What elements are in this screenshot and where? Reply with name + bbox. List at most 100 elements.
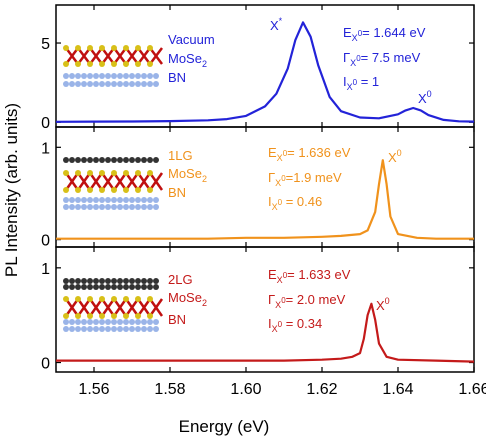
peak-label-part: X xyxy=(376,298,385,313)
layer-label: MoSe2 xyxy=(168,290,207,308)
se-atom xyxy=(147,45,153,51)
se-atom xyxy=(123,45,129,51)
bn-atom xyxy=(81,204,87,210)
se-atom xyxy=(147,187,153,193)
peak-parameter-part: =1.9 meV xyxy=(286,170,342,185)
graphene-atom xyxy=(111,278,117,284)
peak-parameter-part: X xyxy=(277,153,283,163)
bn-atom xyxy=(75,81,81,87)
bn-atom xyxy=(75,326,81,332)
graphene-atom xyxy=(69,278,75,284)
bn-atom xyxy=(123,73,129,79)
graphene-atom xyxy=(135,157,141,163)
bn-atom xyxy=(99,319,105,325)
graphene-atom xyxy=(99,284,105,290)
graphene-atom xyxy=(93,157,99,163)
peak-label-part: * xyxy=(279,16,283,26)
spectrum-line xyxy=(56,302,475,363)
bn-atom xyxy=(129,197,135,203)
layer-label-part: 2 xyxy=(202,59,207,69)
peak-parameter: IX0 = 1 xyxy=(343,74,379,92)
bn-atom xyxy=(111,326,117,332)
se-atom xyxy=(111,170,117,176)
graphene-atom xyxy=(153,284,159,290)
graphene-atom xyxy=(141,157,147,163)
graphene-atom xyxy=(63,157,69,163)
peak-parameter-part: E xyxy=(268,267,277,282)
layer-label-part: 2 xyxy=(202,174,207,184)
peak-parameter-part: X xyxy=(272,324,278,334)
y-tick-label: 1 xyxy=(41,261,50,278)
bn-atom xyxy=(147,197,153,203)
bn-atom xyxy=(99,204,105,210)
bn-atom xyxy=(141,197,147,203)
se-atom xyxy=(135,170,141,176)
bn-atom xyxy=(123,204,129,210)
bn-atom xyxy=(93,81,99,87)
se-atom xyxy=(135,313,141,319)
se-atom xyxy=(87,170,93,176)
peak-label-part: X xyxy=(270,18,279,33)
bn-atom xyxy=(93,197,99,203)
bn-atom xyxy=(99,73,105,79)
bn-atom xyxy=(129,319,135,325)
spectrum-line xyxy=(56,159,474,240)
se-atom xyxy=(75,187,81,193)
peak-parameter-part: X xyxy=(352,33,358,43)
se-atom xyxy=(75,313,81,319)
graphene-atom xyxy=(147,157,153,163)
bn-atom xyxy=(69,326,75,332)
se-atom xyxy=(75,170,81,176)
se-atom xyxy=(147,61,153,67)
graphene-atom xyxy=(87,157,93,163)
graphene-atom xyxy=(117,157,123,163)
se-atom xyxy=(111,45,117,51)
layer-label-part: MoSe xyxy=(168,166,202,181)
peak-parameter-part: = 1 xyxy=(357,74,379,89)
bn-atom xyxy=(105,204,111,210)
graphene-atom xyxy=(81,278,87,284)
se-atom xyxy=(123,296,129,302)
peak-parameter-part: Γ xyxy=(268,170,275,185)
peak-label-part: 0 xyxy=(385,296,390,306)
se-atom xyxy=(123,61,129,67)
peak-parameter-part: = 0.34 xyxy=(282,316,322,331)
se-atom xyxy=(99,313,105,319)
layer-label-part: MoSe xyxy=(168,290,202,305)
layer-label-part: BN xyxy=(168,185,186,200)
peak-parameter-part: 0 xyxy=(283,149,288,158)
bn-atom xyxy=(153,81,159,87)
graphene-atom xyxy=(111,284,117,290)
layer-label-part: MoSe xyxy=(168,51,202,66)
se-atom xyxy=(63,170,69,176)
bn-atom xyxy=(123,197,129,203)
se-atom xyxy=(111,187,117,193)
y-tick-label: 1 xyxy=(41,140,50,157)
bn-atom xyxy=(111,197,117,203)
bn-atom xyxy=(93,319,99,325)
se-atom xyxy=(123,170,129,176)
bn-atom xyxy=(141,204,147,210)
spectrum-line xyxy=(55,21,475,123)
bn-atom xyxy=(147,81,153,87)
se-atom xyxy=(75,296,81,302)
peak-parameter-part: I xyxy=(268,316,272,331)
bn-atom xyxy=(87,326,93,332)
graphene-atom xyxy=(69,284,75,290)
graphene-atom xyxy=(111,157,117,163)
y-axis-label: PL Intensity (arb. units) xyxy=(2,103,21,277)
bn-atom xyxy=(105,197,111,203)
graphene-atom xyxy=(135,278,141,284)
bn-atom xyxy=(153,197,159,203)
bn-atom xyxy=(93,204,99,210)
peak-parameter: IX0 = 0.34 xyxy=(268,316,322,334)
peak-label-part: 0 xyxy=(397,148,402,158)
y-tick-label: 0 xyxy=(41,233,50,250)
se-atom xyxy=(87,45,93,51)
graphene-atom xyxy=(141,284,147,290)
peak-parameter-part: X xyxy=(275,178,281,188)
se-atom xyxy=(87,296,93,302)
peak-parameter-part: I xyxy=(268,194,272,209)
bn-atom xyxy=(153,73,159,79)
bn-atom xyxy=(111,73,117,79)
